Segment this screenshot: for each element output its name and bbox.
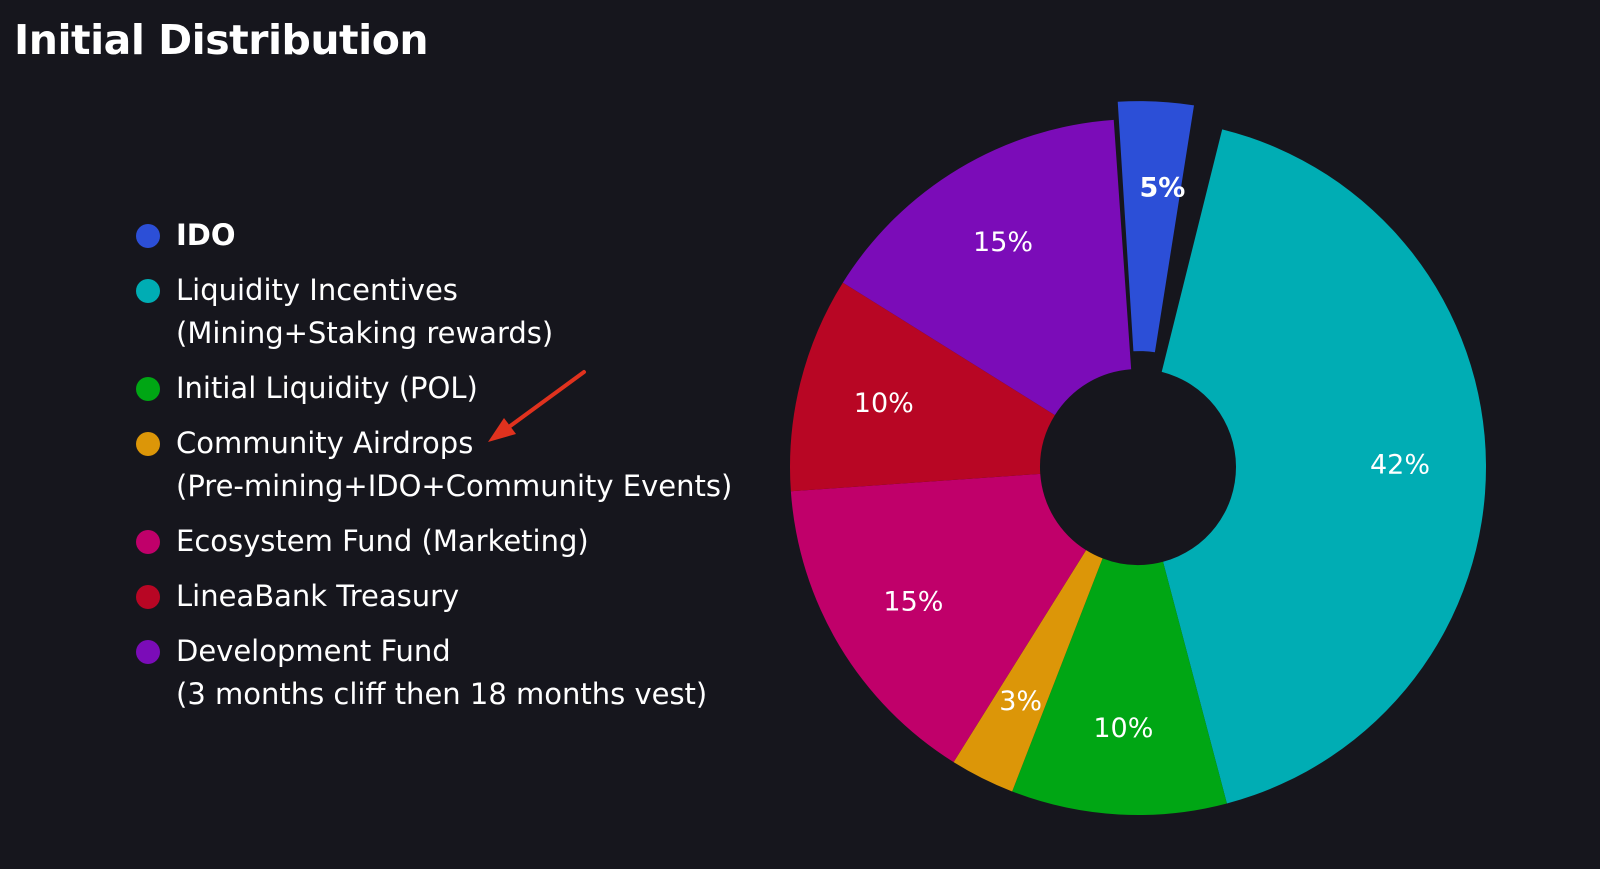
- slice-label-liquidity-incentives: 42%: [1370, 450, 1430, 481]
- annotation-arrow-shaft: [500, 370, 586, 434]
- donut-slices: [790, 101, 1486, 815]
- legend-dot-community-airdrops: [136, 432, 160, 456]
- legend-dot-liquidity-incentives: [136, 279, 160, 303]
- legend-label-initial-liquidity: Initial Liquidity (POL): [176, 371, 478, 405]
- legend-item-lineabank-treasury: LineaBank Treasury: [136, 575, 776, 618]
- slice-community-airdrops: [953, 550, 1103, 792]
- legend-item-ido: IDO: [136, 214, 776, 257]
- slice-development-fund: [842, 119, 1132, 416]
- slice-label-ecosystem-fund-marketing: 15%: [883, 586, 943, 617]
- legend-dot-lineabank-treasury: [136, 585, 160, 609]
- legend-sublabel-community-airdrops: (Pre-mining+IDO+Community Events): [176, 469, 733, 503]
- slice-label-community-airdrops: 3%: [999, 686, 1042, 717]
- legend-item-community-airdrops: Community Airdrops (Pre-mining+IDO+Commu…: [136, 422, 776, 508]
- slice-label-development-fund: 15%: [973, 227, 1033, 258]
- legend-item-liquidity-incentives: Liquidity Incentives (Mining+Staking rew…: [136, 269, 776, 355]
- legend-label-ido: IDO: [176, 218, 236, 252]
- annotation-arrow-head: [488, 418, 516, 442]
- slice-lineabank-treasury: [790, 282, 1055, 492]
- legend-label-ecosystem-fund: Ecosystem Fund (Marketing): [176, 524, 589, 558]
- legend-dot-development-fund: [136, 640, 160, 664]
- slice-label-lineabank-treasury: 10%: [854, 388, 914, 419]
- annotation-arrow-icon: [488, 370, 586, 442]
- legend-item-initial-liquidity: Initial Liquidity (POL): [136, 367, 776, 410]
- legend-label-liquidity-incentives: Liquidity Incentives: [176, 273, 458, 307]
- legend-dot-ido: [136, 224, 160, 248]
- legend-dot-initial-liquidity: [136, 377, 160, 401]
- legend-label-community-airdrops: Community Airdrops: [176, 426, 474, 460]
- donut-slice-labels: 5% 42% 10% 3% 15% 10% 15%: [854, 173, 1430, 745]
- slice-ecosystem-fund-marketing: [790, 473, 1087, 763]
- legend-item-development-fund: Development Fund (3 months cliff then 18…: [136, 630, 776, 716]
- chart-legend: IDO Liquidity Incentives (Mining+Staking…: [136, 214, 776, 728]
- legend-sublabel-development-fund: (3 months cliff then 18 months vest): [176, 677, 708, 711]
- page-title: Initial Distribution: [14, 16, 429, 64]
- donut-chart: 5% 42% 10% 3% 15% 10% 15%: [790, 101, 1486, 815]
- slice-label-initial-liquidity-pol: 10%: [1093, 713, 1153, 744]
- legend-sublabel-liquidity-incentives: (Mining+Staking rewards): [176, 316, 554, 350]
- legend-dot-ecosystem-fund: [136, 530, 160, 554]
- slice-initial-liquidity-pol: [1012, 558, 1227, 815]
- slice-label-ido: 5%: [1139, 173, 1185, 204]
- slice-ido: [1117, 101, 1195, 353]
- legend-label-lineabank-treasury: LineaBank Treasury: [176, 579, 460, 613]
- legend-item-ecosystem-fund: Ecosystem Fund (Marketing): [136, 520, 776, 563]
- legend-label-development-fund: Development Fund: [176, 634, 451, 668]
- slice-liquidity-incentives: [1161, 129, 1486, 804]
